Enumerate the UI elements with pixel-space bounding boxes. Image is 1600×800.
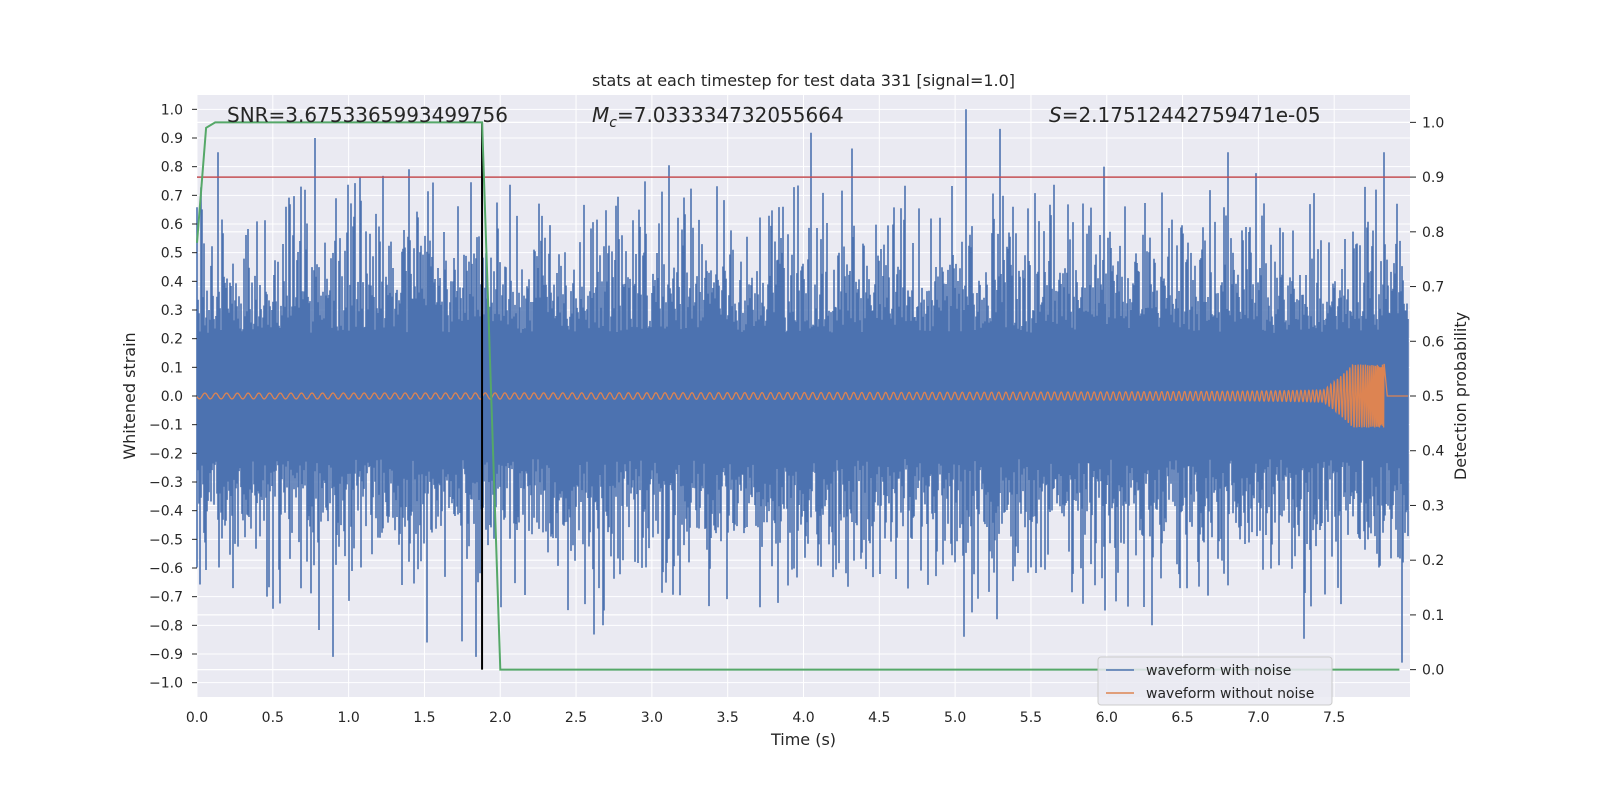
y-tick-label: 0.0 [161,389,183,405]
y-tick-label: −0.1 [149,418,183,434]
y-tick-label: 0.7 [161,188,183,204]
x-axis-label: Time (s) [770,730,836,749]
y-tick-label: 0.2 [161,332,183,348]
y2-tick-label: 0.3 [1422,498,1444,514]
noise-series [196,109,1409,663]
chirp-mass-symbol: M [592,103,609,127]
y-tick-label: −0.4 [149,504,183,520]
y2-tick-label: 0.8 [1422,225,1444,241]
y-tick-label: 0.8 [161,160,183,176]
chart-title: stats at each timestep for test data 331… [592,71,1015,90]
y-axis-label: Whitened strain [120,332,139,459]
y-tick-label: 0.4 [161,274,183,290]
y-tick-label: 0.3 [161,303,183,319]
y-tick-label: 0.1 [161,360,183,376]
x-tick-label: 7.5 [1323,710,1345,726]
y-tick-label: 1.0 [161,102,183,118]
probability-series [196,121,1400,671]
s-value: =2.17512442759471e-05 [1062,103,1321,127]
y2-tick-label: 0.1 [1422,608,1444,624]
x-tick-label: 1.0 [337,710,359,726]
x-tick-label: 2.5 [565,710,587,726]
y2-tick-label: 0.2 [1422,553,1444,569]
chirp-mass-subscript: c [609,115,617,131]
y-tick-label: −0.2 [149,446,183,462]
y-tick-label: −0.6 [149,561,183,577]
y2-tick-label: 0.5 [1422,389,1444,405]
y2-tick-label: 0.9 [1422,170,1444,186]
y-tick-label: 0.6 [161,217,183,233]
x-tick-label: 1.5 [413,710,435,726]
y-tick-label: −0.3 [149,475,183,491]
x-tick-label: 4.5 [868,710,890,726]
reference-lines [197,122,1410,670]
y-tick-label: −1.0 [149,676,183,692]
x-tick-label: 0.5 [262,710,284,726]
y-tick-label: −0.8 [149,618,183,634]
chirp-mass-value: =7.033334732055664 [617,103,844,127]
legend: waveform with noise waveform without noi… [1097,656,1333,706]
y-tick-label: 0.5 [161,246,183,262]
x-tick-label: 5.0 [944,710,966,726]
noise-trace [196,109,1409,663]
y-tick-label: −0.7 [149,590,183,606]
y2-tick-label: 0.0 [1422,663,1444,679]
snr-annotation: SNR=3.6753365993499756 [227,103,508,127]
x-tick-label: 5.5 [1020,710,1042,726]
y2-tick-label: 1.0 [1422,115,1444,131]
x-tick-label: 0.0 [186,710,208,726]
legend-label-noise: waveform with noise [1146,663,1291,679]
clean-waveform-trace [196,363,1408,428]
y2-tick-label: 0.6 [1422,334,1444,350]
ticks: 0.0 0.5 1.0 1.5 2.0 2.5 3.0 3.5 4.0 4.5 5.0 5.5 6.0 6… [149,102,1444,726]
y2-axis-label: Detection probability [1451,312,1470,480]
x-tick-label: 4.0 [792,710,814,726]
legend-box [1097,656,1333,706]
chirp-mass-annotation: Mc=7.033334732055664 [592,103,844,131]
probability-line [196,121,1400,671]
y2-tick-label: 0.4 [1422,444,1444,460]
x-tick-label: 6.0 [1096,710,1118,726]
y-tick-label: 0.9 [161,131,183,147]
x-tick-label: 6.5 [1171,710,1193,726]
s-annotation: S=2.17512442759471e-05 [1049,103,1321,127]
x-tick-label: 2.0 [489,710,511,726]
clean-waveform-series [196,363,1408,428]
y-tick-label: −0.5 [149,532,183,548]
y-tick-label: −0.9 [149,647,183,663]
s-symbol: S [1049,103,1062,127]
x-tick-label: 3.5 [717,710,739,726]
legend-label-clean: waveform without noise [1146,686,1314,702]
x-tick-label: 7.0 [1247,710,1269,726]
y2-tick-label: 0.7 [1422,280,1444,296]
x-tick-label: 3.0 [641,710,663,726]
